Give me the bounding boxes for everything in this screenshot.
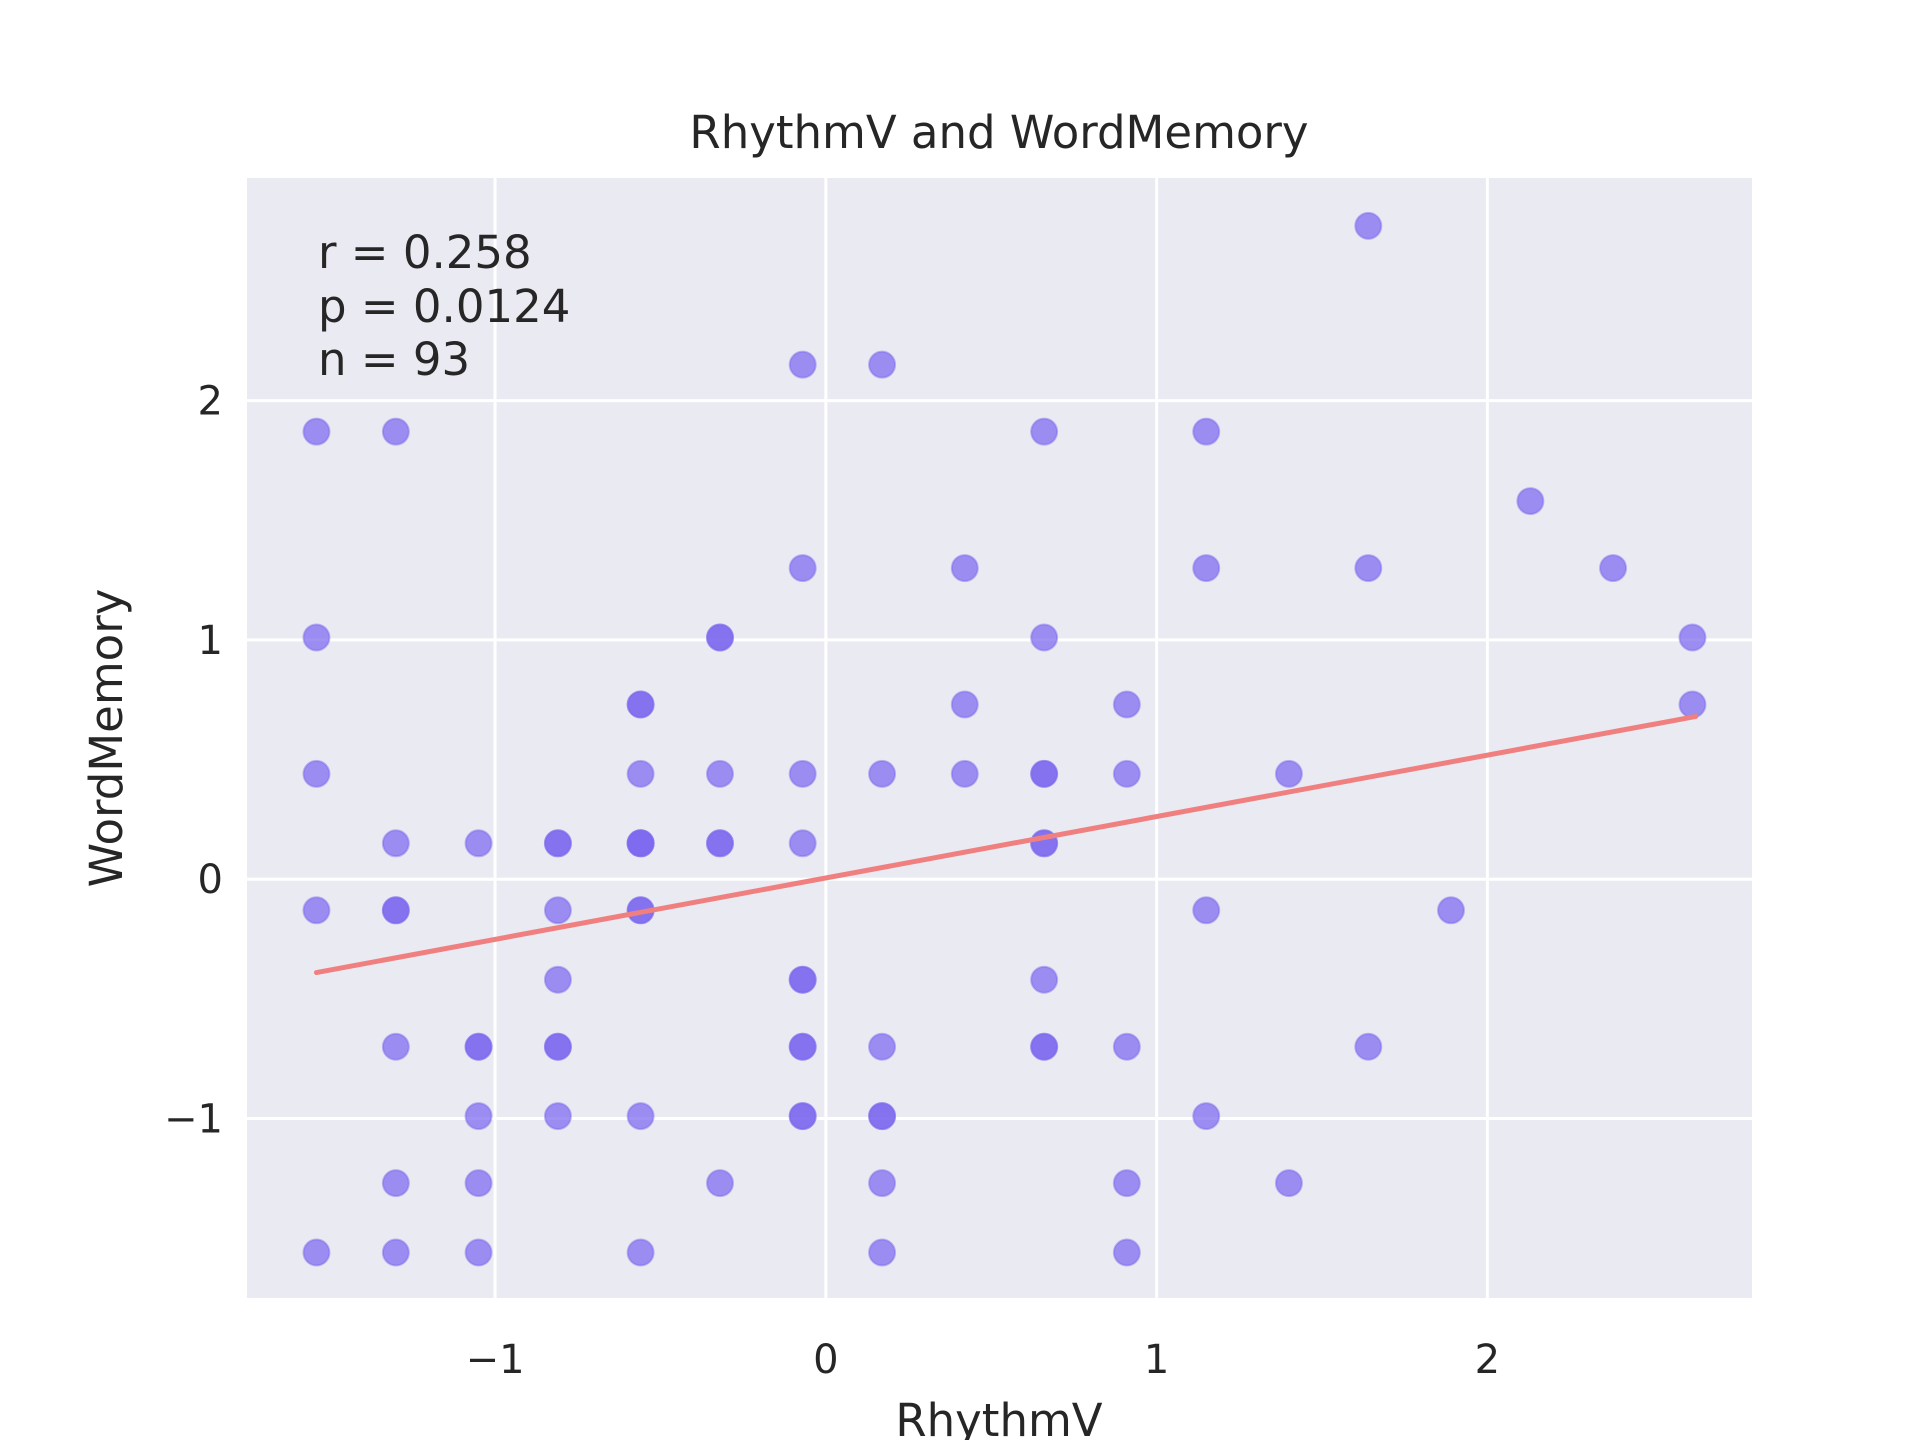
plot-background — [247, 178, 1752, 1298]
regression-line — [313, 713, 1699, 976]
data-point — [788, 1032, 817, 1061]
data-point — [706, 1169, 734, 1198]
data-point — [706, 759, 734, 788]
y-tick-label: 0 — [198, 857, 223, 903]
data-point — [868, 1238, 897, 1267]
data-point — [1274, 759, 1303, 788]
stat-p: p = 0.0124 — [318, 280, 570, 333]
data-point — [706, 829, 734, 858]
x-tick-label: 1 — [1144, 1337, 1169, 1383]
data-point — [464, 1102, 493, 1131]
data-point — [706, 623, 734, 652]
data-point — [1192, 417, 1221, 446]
x-tick-label: −1 — [466, 1337, 525, 1383]
data-point — [788, 1102, 817, 1131]
data-point — [1112, 1032, 1141, 1061]
chart-title: RhythmV and WordMemory — [689, 106, 1308, 159]
data-point — [626, 1102, 655, 1131]
data-points — [302, 211, 1707, 1267]
data-point — [1030, 417, 1059, 446]
x-gridlines — [493, 178, 1489, 1298]
data-point — [543, 1102, 572, 1131]
data-point — [1192, 554, 1221, 583]
data-point — [868, 1169, 897, 1198]
y-tick-label: 1 — [198, 618, 223, 664]
data-point — [302, 417, 331, 446]
data-point — [626, 1238, 655, 1267]
data-point — [1274, 1169, 1303, 1198]
data-point — [464, 1238, 493, 1267]
data-point — [1112, 759, 1141, 788]
data-point — [868, 1102, 897, 1131]
data-point — [1516, 487, 1545, 516]
y-tick-label: 2 — [198, 379, 223, 425]
y-gridlines — [247, 399, 1752, 1121]
stat-n: n = 93 — [318, 333, 470, 386]
data-point — [1112, 1238, 1141, 1267]
data-point — [302, 896, 331, 925]
data-point — [1192, 896, 1221, 925]
data-point — [1030, 965, 1059, 994]
data-point — [868, 350, 897, 379]
data-point — [626, 690, 655, 719]
data-point — [1354, 554, 1383, 583]
x-tick-label: 2 — [1475, 1337, 1500, 1383]
data-point — [868, 759, 897, 788]
x-tick-labels: −1 0 1 2 — [466, 1337, 1501, 1383]
data-point — [381, 1032, 410, 1061]
data-point — [302, 759, 331, 788]
data-point — [1030, 1032, 1059, 1061]
stat-r: r = 0.258 — [318, 226, 532, 279]
data-point — [381, 1238, 410, 1267]
data-point — [788, 759, 817, 788]
data-point — [950, 759, 979, 788]
data-point — [543, 1032, 572, 1061]
data-point — [1437, 896, 1465, 925]
data-point — [302, 1238, 331, 1267]
data-point — [1030, 623, 1059, 652]
x-axis-label: RhythmV — [895, 1394, 1102, 1440]
data-point — [1192, 1102, 1221, 1131]
data-point — [381, 1169, 410, 1198]
data-point — [381, 896, 410, 925]
data-point — [381, 417, 410, 446]
data-point — [788, 554, 817, 583]
data-point — [1599, 554, 1628, 583]
data-point — [626, 759, 655, 788]
data-point — [626, 829, 655, 858]
x-tick-label: 0 — [813, 1337, 838, 1383]
y-tick-labels: −1 0 1 2 — [164, 379, 223, 1143]
data-point — [950, 554, 979, 583]
data-point — [543, 896, 572, 925]
data-point — [1354, 1032, 1383, 1061]
data-point — [868, 1032, 897, 1061]
data-point — [464, 829, 493, 858]
data-point — [788, 829, 817, 858]
data-point — [381, 829, 410, 858]
y-tick-label: −1 — [164, 1097, 223, 1143]
data-point — [788, 965, 817, 994]
data-point — [464, 1032, 493, 1061]
data-point — [302, 623, 331, 652]
data-point — [1112, 1169, 1141, 1198]
data-point — [1354, 211, 1383, 240]
data-point — [464, 1169, 493, 1198]
data-point — [950, 690, 979, 719]
data-point — [788, 350, 817, 379]
data-point — [543, 965, 572, 994]
data-point — [1112, 690, 1141, 719]
data-point — [1678, 623, 1707, 652]
data-point — [1678, 690, 1707, 719]
y-axis-label: WordMemory — [80, 589, 133, 888]
data-point — [543, 829, 572, 858]
data-point — [1030, 759, 1059, 788]
